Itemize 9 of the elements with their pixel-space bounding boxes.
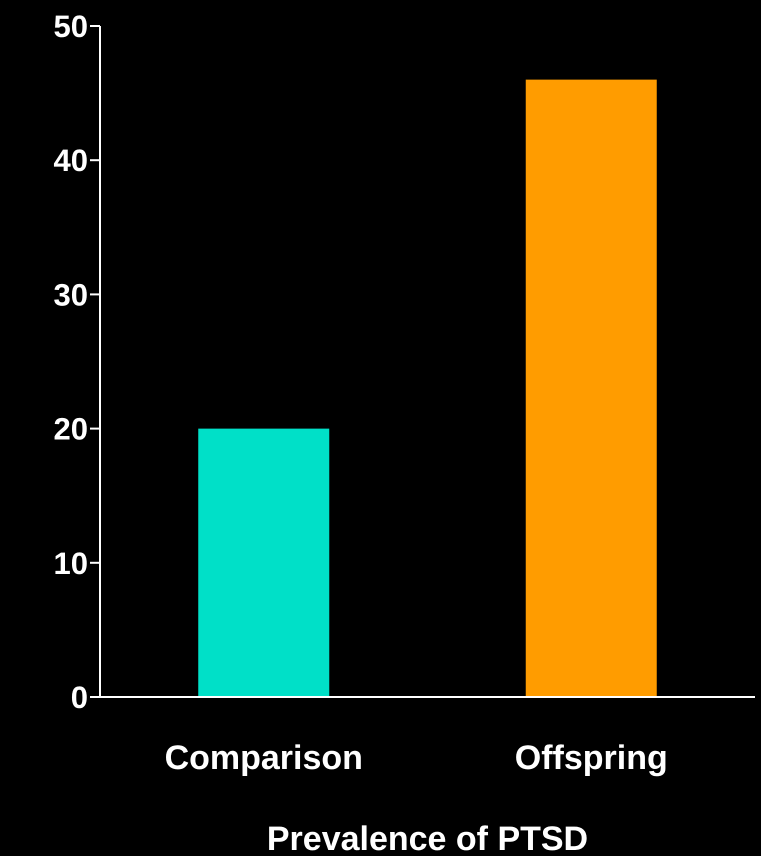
y-tick-label: 20 (54, 412, 88, 447)
x-tick-label: Comparison (164, 739, 363, 778)
y-tick-label: 50 (54, 9, 88, 44)
x-axis-title: Prevalence of PTSD (266, 820, 588, 856)
y-tick-label: 0 (70, 680, 88, 716)
y-tick-label: 40 (54, 143, 88, 178)
y-tick-label: 30 (54, 277, 88, 312)
y-tick-label: 10 (54, 546, 88, 581)
x-tick-label: Offspring (514, 739, 668, 778)
